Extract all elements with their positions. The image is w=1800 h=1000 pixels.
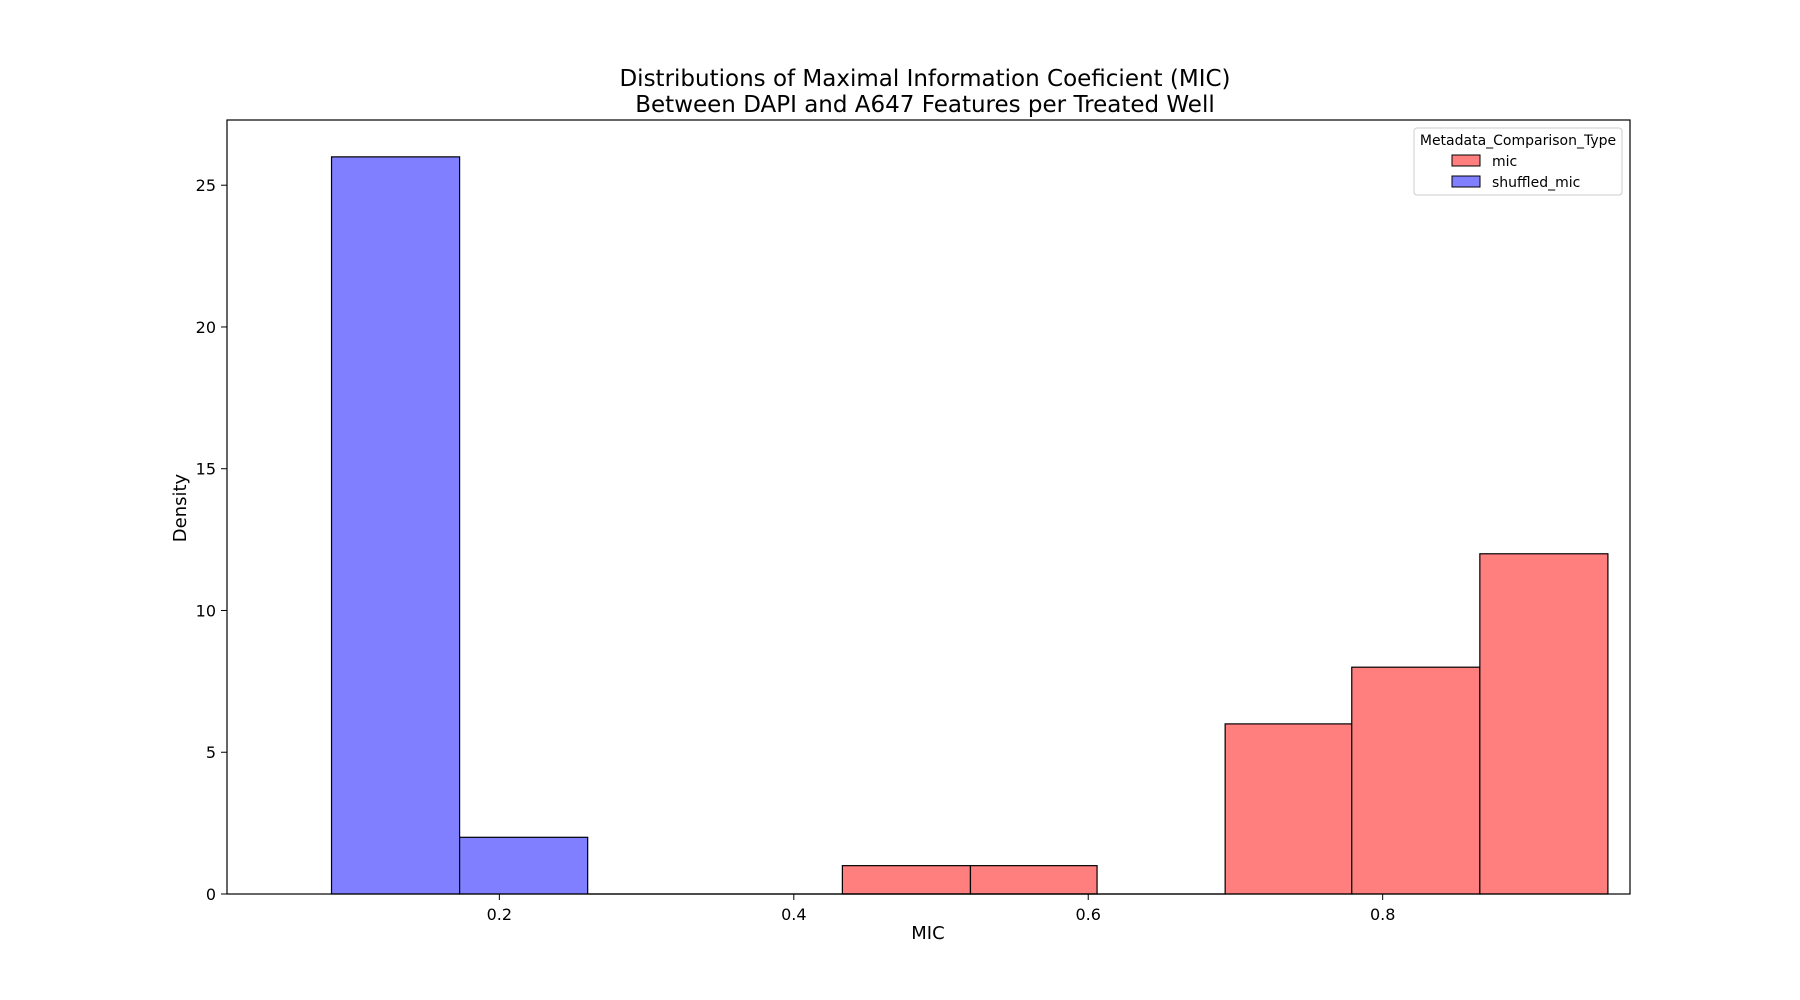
legend-label-mic: mic	[1492, 154, 1517, 170]
y-tick-label-4: 20	[196, 318, 216, 337]
y-tick-label-0: 0	[206, 885, 216, 904]
chart-title-line-1: Distributions of Maximal Information Coe…	[619, 66, 1230, 92]
y-axis-label: Density	[170, 473, 191, 542]
legend-swatch-mic	[1451, 154, 1481, 167]
plot-area-frame	[226, 119, 1631, 895]
x-tick-label-2: 0.6	[1076, 905, 1101, 924]
x-tick-label-3: 0.8	[1370, 905, 1395, 924]
x-tick-label-1: 0.4	[781, 905, 806, 924]
y-tick-label-5: 25	[196, 176, 216, 195]
y-tick-label-1: 5	[206, 743, 216, 762]
legend-swatch-shuffled_mic	[1451, 175, 1481, 188]
legend-entries: mic shuffled_mic	[1451, 154, 1580, 191]
x-axis-label: MIC	[911, 923, 944, 944]
y-axis-ticks: 0 5 10 15 20 25	[196, 176, 227, 904]
bars-group	[330, 156, 1609, 895]
bar-mic-0	[841, 865, 972, 895]
x-tick-label-0: 0.2	[487, 905, 512, 924]
bar-mic-3	[1351, 666, 1481, 895]
legend-label-shuffled_mic: shuffled_mic	[1492, 175, 1580, 191]
x-axis-ticks: 0.2 0.4 0.6 0.8	[487, 894, 1395, 924]
y-tick-label-2: 10	[196, 601, 216, 620]
legend-title: Metadata_Comparison_Type	[1420, 133, 1616, 149]
bar-mic-2	[1224, 723, 1353, 895]
bar-shuffled_mic-0	[330, 156, 461, 895]
bar-shuffled_mic-1	[459, 836, 589, 895]
bar-mic-4	[1479, 553, 1609, 895]
y-tick-label-3: 15	[196, 460, 216, 479]
legend: Metadata_Comparison_Type mic shuffled_mic	[1413, 127, 1623, 196]
chart-title-line-2: Between DAPI and A647 Features per Treat…	[635, 92, 1214, 118]
bar-mic-1	[969, 865, 1098, 895]
